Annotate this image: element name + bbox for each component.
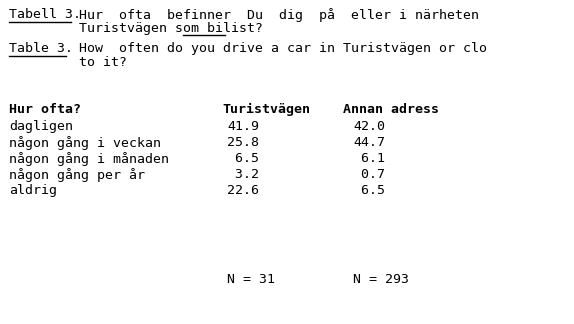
Text: Turistvägen: Turistvägen xyxy=(222,103,310,116)
Text: 41.9: 41.9 xyxy=(227,120,259,133)
Text: någon gång per år: någon gång per år xyxy=(9,168,145,182)
Text: dagligen: dagligen xyxy=(9,120,73,133)
Text: 22.6: 22.6 xyxy=(227,184,259,197)
Text: någon gång i månaden: någon gång i månaden xyxy=(9,152,169,166)
Text: Table 3.: Table 3. xyxy=(9,42,73,55)
Text: 44.7: 44.7 xyxy=(353,136,385,149)
Text: 42.0: 42.0 xyxy=(353,120,385,133)
Text: How  often do you drive a car in Turistvägen or clo: How often do you drive a car in Turistvä… xyxy=(79,42,487,55)
Text: 3.2: 3.2 xyxy=(227,168,259,181)
Text: Turistvägen som bilist?: Turistvägen som bilist? xyxy=(79,22,263,35)
Text: Annan adress: Annan adress xyxy=(343,103,439,116)
Text: 6.5: 6.5 xyxy=(227,152,259,165)
Text: to it?: to it? xyxy=(79,56,127,69)
Text: N = 31: N = 31 xyxy=(227,273,275,286)
Text: någon gång i veckan: någon gång i veckan xyxy=(9,136,161,150)
Text: 0.7: 0.7 xyxy=(353,168,385,181)
Text: Hur ofta?: Hur ofta? xyxy=(9,103,81,116)
Text: Tabell 3.: Tabell 3. xyxy=(9,8,81,21)
Text: 6.5: 6.5 xyxy=(353,184,385,197)
Text: 6.1: 6.1 xyxy=(353,152,385,165)
Text: 25.8: 25.8 xyxy=(227,136,259,149)
Text: aldrig: aldrig xyxy=(9,184,57,197)
Text: N = 293: N = 293 xyxy=(353,273,409,286)
Text: Hur  ofta  befinner  Du  dig  på  eller i närheten: Hur ofta befinner Du dig på eller i närh… xyxy=(79,8,479,22)
